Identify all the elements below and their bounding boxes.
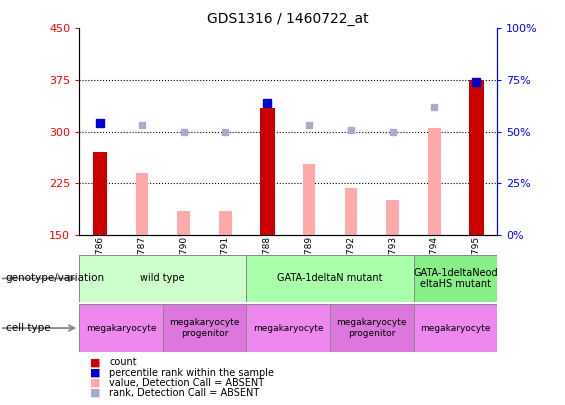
Text: ■: ■ (90, 378, 101, 388)
Bar (260, 107, 275, 235)
Text: megakaryocyte: megakaryocyte (253, 324, 323, 333)
Bar (246, 255, 414, 302)
Text: megakaryocyte: megakaryocyte (420, 324, 490, 333)
Bar (345, 188, 357, 235)
Bar (303, 164, 315, 235)
Text: ■: ■ (90, 388, 101, 398)
Bar (414, 304, 497, 352)
Bar (79, 304, 163, 352)
Text: megakaryocyte
progenitor: megakaryocyte progenitor (337, 318, 407, 338)
Text: percentile rank within the sample: percentile rank within the sample (109, 368, 274, 377)
Text: wild type: wild type (141, 273, 185, 283)
Text: GATA-1deltaN mutant: GATA-1deltaN mutant (277, 273, 383, 283)
Title: GDS1316 / 1460722_at: GDS1316 / 1460722_at (207, 12, 369, 26)
Bar (79, 255, 246, 302)
Bar (428, 128, 441, 235)
Bar (330, 304, 414, 352)
Text: rank, Detection Call = ABSENT: rank, Detection Call = ABSENT (109, 388, 259, 398)
Text: ■: ■ (90, 358, 101, 367)
Text: cell type: cell type (6, 323, 50, 333)
Text: ■: ■ (90, 368, 101, 377)
Text: megakaryocyte: megakaryocyte (86, 324, 156, 333)
Text: genotype/variation: genotype/variation (6, 273, 105, 283)
Bar (469, 80, 484, 235)
Bar (414, 255, 497, 302)
Text: megakaryocyte
progenitor: megakaryocyte progenitor (170, 318, 240, 338)
Text: GATA-1deltaNeod
eltaHS mutant: GATA-1deltaNeod eltaHS mutant (413, 268, 498, 289)
Bar (136, 173, 148, 235)
Bar (93, 152, 107, 235)
Text: value, Detection Call = ABSENT: value, Detection Call = ABSENT (109, 378, 264, 388)
Bar (246, 304, 330, 352)
Bar (177, 211, 190, 235)
Bar (386, 200, 399, 235)
Text: count: count (109, 358, 137, 367)
Bar (219, 211, 232, 235)
Bar (163, 304, 246, 352)
